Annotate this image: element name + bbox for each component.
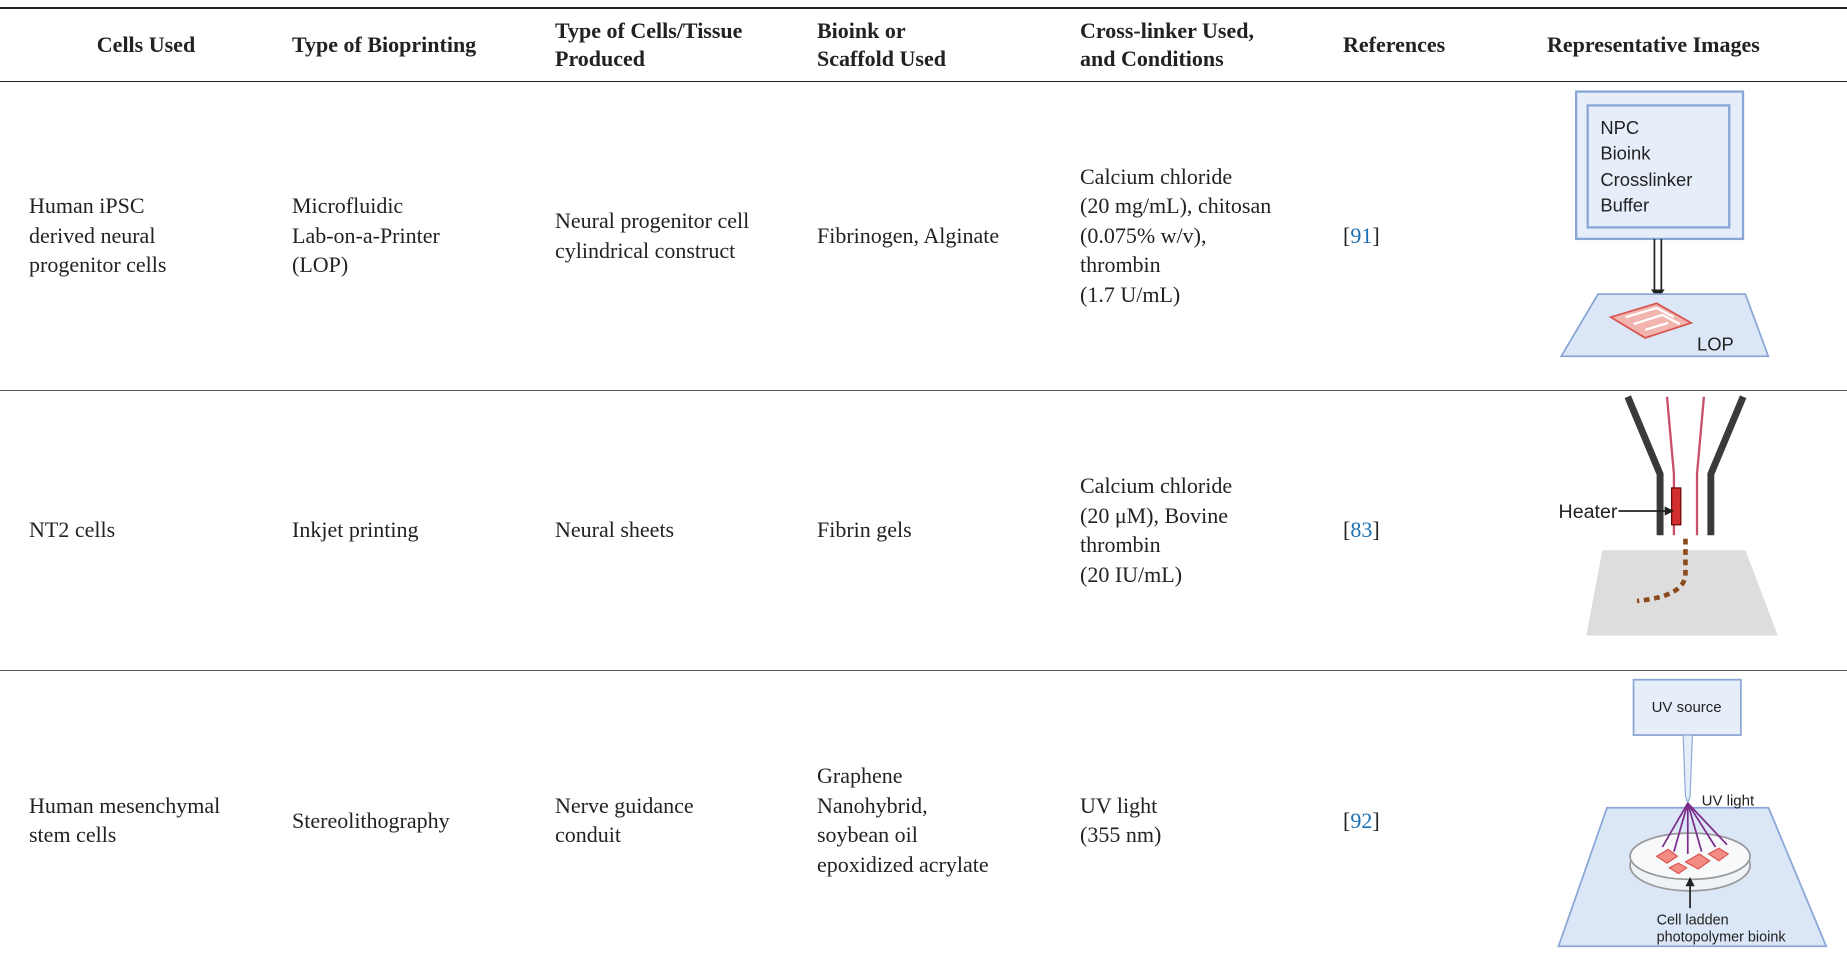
cell-text: cylindrical construct bbox=[555, 237, 736, 263]
cell: Graphene Nanohybrid, soybean oil epoxidized… bbox=[817, 670, 1080, 970]
header-text: Scaffold Used bbox=[817, 45, 946, 71]
cell-text: Fibrinogen, Alginate bbox=[817, 222, 1000, 248]
bracket: ] bbox=[1372, 517, 1380, 543]
header-text: and Conditions bbox=[1080, 45, 1224, 71]
cell-text: derived neural bbox=[29, 222, 156, 248]
reference-cell: [91] bbox=[1343, 81, 1547, 390]
cell: Calcium chloride (20 μM), Bovine thrombin (… bbox=[1080, 390, 1343, 670]
cell-text: Microfluidic bbox=[292, 193, 404, 219]
cell: Fibrin gels bbox=[817, 390, 1080, 670]
cell-text: Calcium chloride bbox=[1080, 163, 1233, 189]
header-cell: Bioink or Scaffold Used bbox=[817, 8, 1080, 81]
cell-text: (1.7 U/mL) bbox=[1080, 281, 1181, 307]
cell: Fibrinogen, Alginate bbox=[817, 81, 1080, 390]
image-label: Cell ladden bbox=[1657, 912, 1729, 928]
header-cell: References bbox=[1343, 8, 1547, 81]
inkjet-diagram: Heater bbox=[1559, 395, 1778, 636]
cell-text: Inkjet printing bbox=[292, 517, 419, 543]
cell-text: Lab-on-a-Printer bbox=[292, 222, 440, 248]
cell-text: thrombin bbox=[1080, 252, 1161, 278]
header-text: Representative Images bbox=[1547, 31, 1760, 57]
cell: Neural progenitor cell cylindrical constr… bbox=[555, 81, 817, 390]
header-text: Bioink or bbox=[817, 17, 906, 43]
cell-text: Fibrin gels bbox=[817, 517, 912, 543]
data-table: Cells Used Type of Bioprinting Type of C… bbox=[0, 7, 1847, 970]
table-row: NT2 cells Inkjet printing Neural sheets Fib… bbox=[0, 390, 1847, 670]
table-row: Human mesenchymal stem cells Stereolithogr… bbox=[0, 670, 1847, 970]
cell-text: conduit bbox=[555, 822, 621, 848]
image-label: Buffer bbox=[1600, 194, 1649, 215]
cell-text: Calcium chloride bbox=[1080, 473, 1233, 498]
header-text: Type of Bioprinting bbox=[292, 31, 477, 57]
reference-cell: [83] bbox=[1343, 390, 1547, 670]
image-label: NPC bbox=[1600, 117, 1639, 138]
header-text: Type of Cells/Tissue bbox=[555, 17, 743, 43]
sla-diagram: UV source UV light Cell ladden photopoly… bbox=[1557, 678, 1828, 947]
cell-text: Stereolithography bbox=[292, 807, 450, 833]
cell-text: Human mesenchymal bbox=[29, 792, 221, 818]
image-label: Heater bbox=[1559, 501, 1618, 523]
cell-text: (0.075% w/v), bbox=[1080, 222, 1207, 248]
cell-text: epoxidized acrylate bbox=[817, 851, 989, 877]
cell: Stereolithography bbox=[292, 670, 555, 970]
image-label: UV light bbox=[1702, 792, 1755, 809]
cell-text: Neural progenitor cell bbox=[555, 208, 750, 233]
reference-link[interactable]: 92 bbox=[1350, 807, 1373, 833]
cell: NT2 cells bbox=[0, 390, 292, 670]
cell-text: soybean oil bbox=[817, 822, 918, 848]
cell-text: NT2 cells bbox=[29, 517, 116, 543]
bracket: [ bbox=[1343, 517, 1351, 543]
reference-link[interactable]: 91 bbox=[1350, 222, 1373, 248]
cell-text: (20 μM), Bovine bbox=[1080, 502, 1229, 528]
header-cell: Representative Images bbox=[1547, 8, 1847, 81]
header-cell: Cross-linker Used, and Conditions bbox=[1080, 8, 1343, 81]
cell-text: Graphene bbox=[817, 763, 903, 789]
cell: Neural sheets bbox=[555, 390, 817, 670]
cell: Human mesenchymal stem cells bbox=[0, 670, 292, 970]
header-text: Cross-linker Used, bbox=[1080, 17, 1254, 43]
cell: Human iPSC derived neural progenitor cells bbox=[0, 81, 292, 390]
header-cell: Cells Used bbox=[0, 8, 292, 81]
image-label: Bioink bbox=[1600, 142, 1651, 163]
header-text: References bbox=[1343, 31, 1446, 57]
cell-text: (20 mg/mL), chitosan bbox=[1080, 193, 1272, 219]
bracket: ] bbox=[1372, 222, 1380, 248]
cell-text: UV light bbox=[1080, 792, 1158, 818]
header-text: Cells Used bbox=[96, 31, 196, 57]
cell-text: Nerve guidance bbox=[555, 792, 694, 818]
bracket: [ bbox=[1343, 222, 1351, 248]
reference-cell: [92] bbox=[1343, 670, 1547, 970]
image-cell: NPC Bioink Crosslinker Buffer LOP bbox=[1547, 81, 1847, 390]
cell: Calcium chloride (20 mg/mL), chitosan (0.0… bbox=[1080, 81, 1343, 390]
header-cell: Type of Bioprinting bbox=[292, 8, 555, 81]
cell-text: (355 nm) bbox=[1080, 822, 1162, 848]
cell-text: progenitor cells bbox=[29, 252, 167, 278]
image-label: Crosslinker bbox=[1600, 169, 1692, 190]
image-label: LOP bbox=[1697, 333, 1734, 354]
bracket: ] bbox=[1372, 807, 1380, 833]
header-text: Produced bbox=[555, 45, 646, 71]
cell-text: stem cells bbox=[29, 822, 117, 848]
lop-diagram: NPC Bioink Crosslinker Buffer LOP bbox=[1559, 90, 1770, 357]
cell-text: thrombin bbox=[1080, 532, 1161, 557]
image-cell: UV source UV light Cell ladden photopoly… bbox=[1547, 670, 1847, 970]
reference-link[interactable]: 83 bbox=[1350, 517, 1373, 543]
header-cell: Type of Cells/Tissue Produced bbox=[555, 8, 817, 81]
cell: UV light (355 nm) bbox=[1080, 670, 1343, 970]
cell: Inkjet printing bbox=[292, 390, 555, 670]
table-row: Human iPSC derived neural progenitor cells… bbox=[0, 81, 1847, 390]
bracket: [ bbox=[1343, 807, 1351, 833]
cell: Microfluidic Lab-on-a-Printer (LOP) bbox=[292, 81, 555, 390]
cell-text: Human iPSC bbox=[29, 193, 145, 219]
cell-text: Neural sheets bbox=[555, 517, 675, 543]
image-label: photopolymer bioink bbox=[1657, 929, 1787, 945]
cell-text: (LOP) bbox=[292, 252, 349, 278]
cell-text: Nanohybrid, bbox=[817, 792, 928, 818]
cell: Nerve guidance conduit bbox=[555, 670, 817, 970]
cell-text: (20 IU/mL) bbox=[1080, 561, 1183, 587]
image-cell: Heater bbox=[1547, 390, 1847, 670]
header-row: Cells Used Type of Bioprinting Type of C… bbox=[0, 8, 1847, 81]
image-label: UV source bbox=[1652, 699, 1722, 716]
